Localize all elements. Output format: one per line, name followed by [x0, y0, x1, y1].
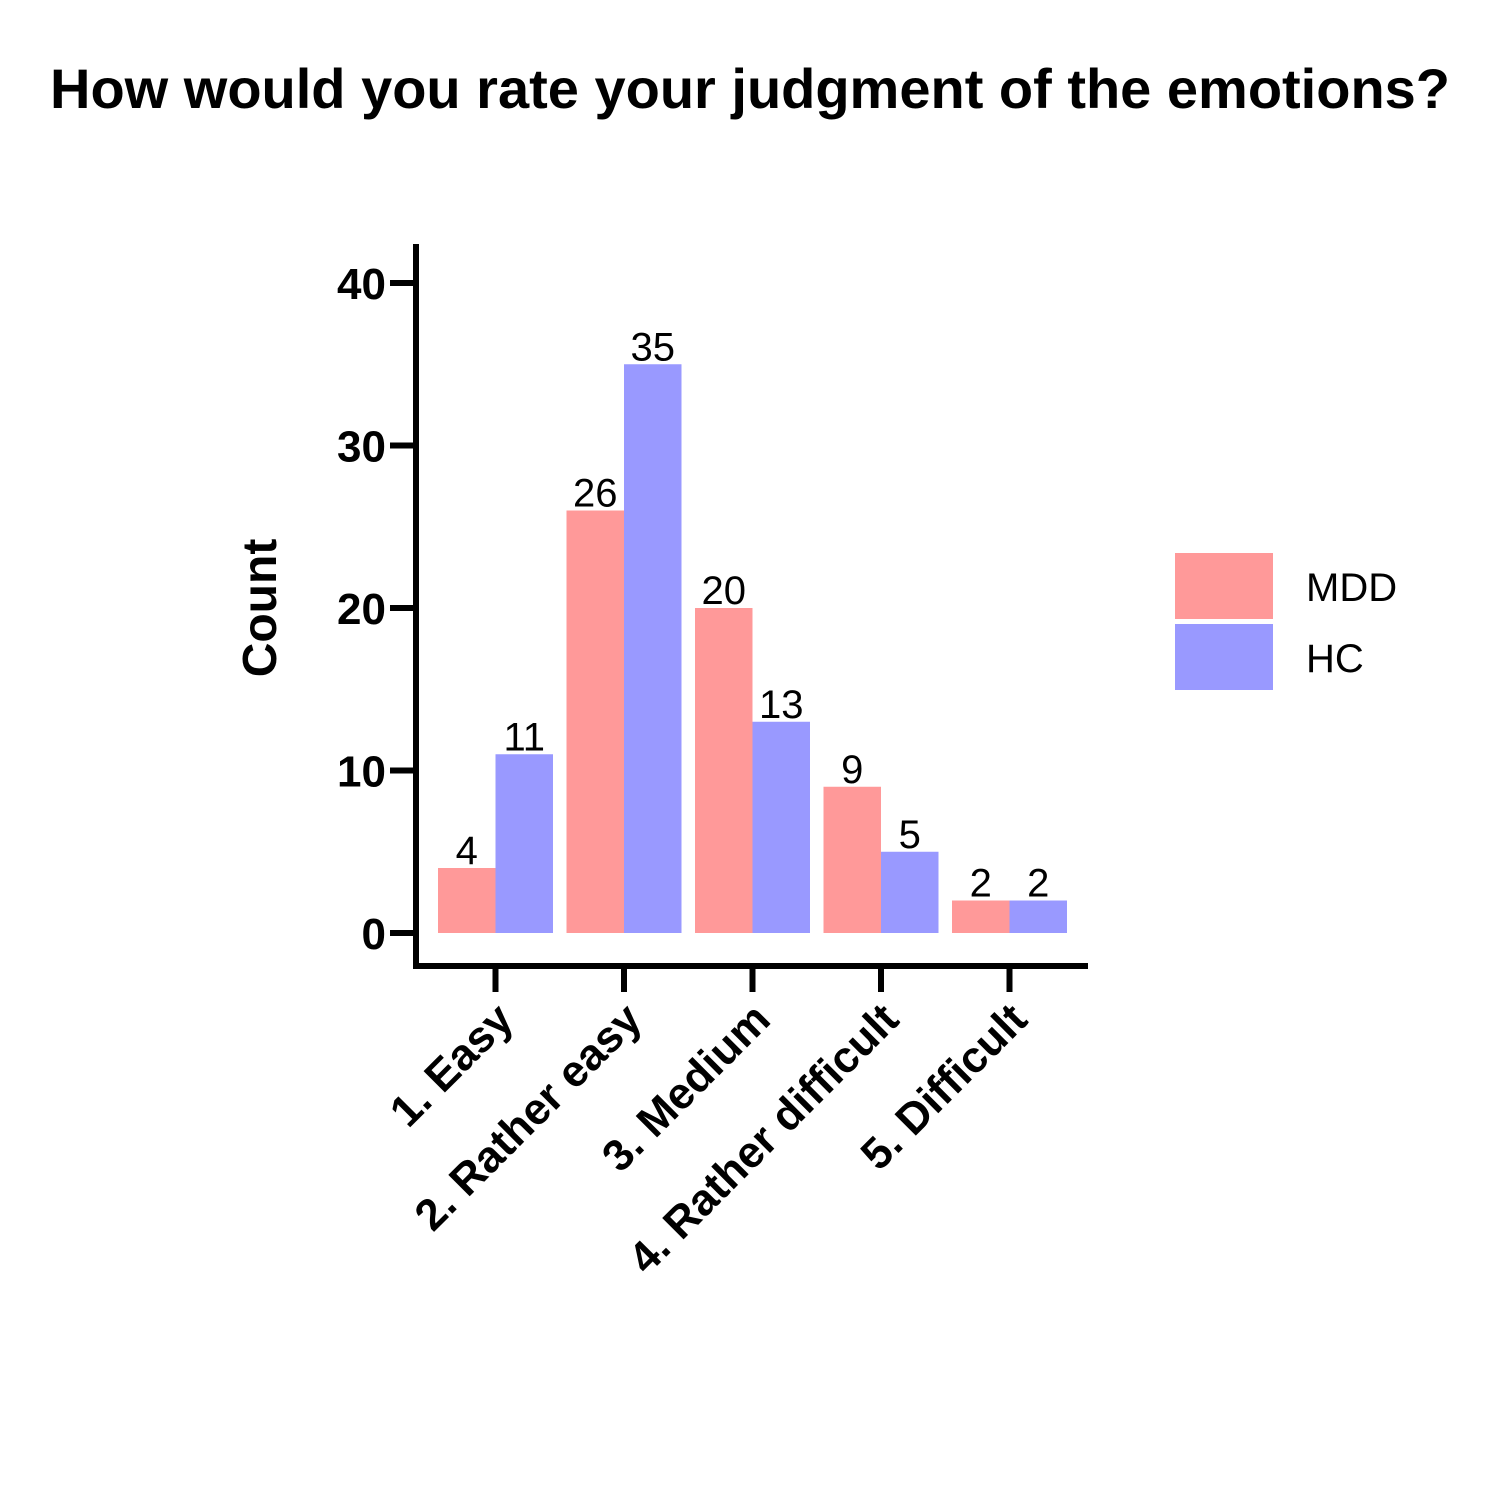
data-label: 20: [702, 569, 747, 613]
legend-label-hc: HC: [1306, 637, 1364, 681]
bar-mdd: [695, 608, 753, 933]
y-tick-label: 40: [337, 260, 386, 309]
legend-label-mdd: MDD: [1306, 566, 1397, 610]
legend-swatch-mdd: [1175, 553, 1273, 619]
data-label: 2: [1027, 862, 1049, 906]
bar-hc: [881, 851, 939, 933]
bar-mdd: [952, 900, 1010, 933]
bar-hc: [752, 721, 810, 933]
data-label: 13: [759, 683, 804, 727]
bar-hc: [624, 364, 682, 933]
legend-swatch-hc: [1175, 624, 1273, 690]
bars: [438, 364, 1067, 933]
data-label: 35: [631, 325, 676, 369]
data-label: 9: [841, 748, 863, 792]
bar-mdd: [438, 868, 496, 933]
legend: MDD HC: [1175, 553, 1397, 690]
data-label: 11: [503, 715, 545, 759]
bar-hc: [495, 754, 553, 933]
data-label: 2: [970, 862, 992, 906]
data-label: 26: [573, 472, 618, 516]
chart-title: How would you rate your judgment of the …: [50, 57, 1450, 120]
x-tick-label: 2. Rather easy: [405, 994, 651, 1240]
data-label: 5: [899, 813, 921, 857]
y-axis-label: Count: [234, 539, 287, 678]
data-label: 4: [456, 829, 478, 873]
bar-mdd: [566, 510, 624, 933]
bar-mdd: [823, 786, 881, 933]
y-tick-label: 30: [337, 423, 386, 472]
y-tick-label: 20: [337, 585, 386, 634]
bar-hc: [1009, 900, 1067, 933]
data-labels: 4 11 26 35 20 13 95 2 2: [456, 325, 1050, 905]
y-tick-label: 10: [337, 748, 386, 797]
y-tick-label: 0: [362, 910, 386, 959]
